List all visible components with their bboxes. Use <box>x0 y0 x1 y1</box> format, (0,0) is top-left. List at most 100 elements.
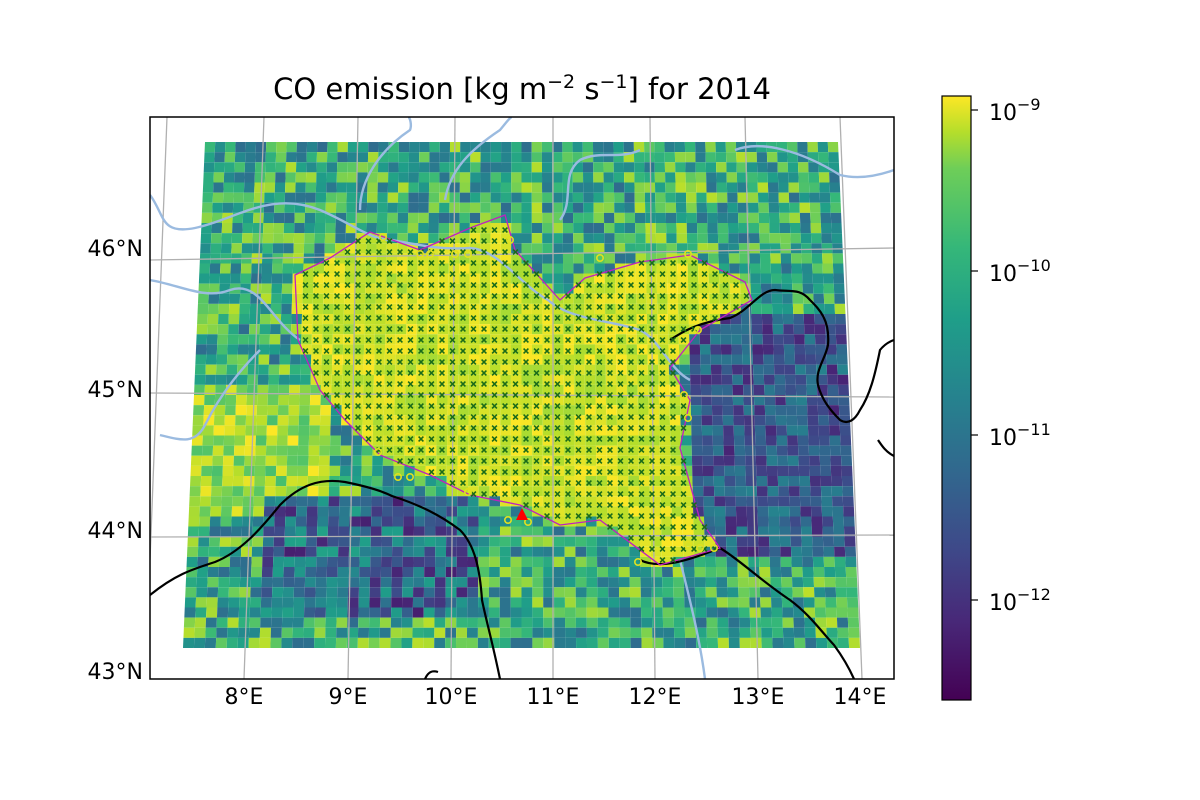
grid-cell <box>308 455 320 466</box>
grid-cell <box>511 303 522 315</box>
grid-cell <box>766 445 778 456</box>
region-marker <box>460 304 466 310</box>
grid-cell <box>357 627 370 638</box>
region-marker <box>575 480 582 486</box>
grid-cell <box>735 506 747 517</box>
grid-cell <box>604 233 615 244</box>
region-marker <box>460 458 466 464</box>
grid-cell <box>606 395 617 406</box>
grid-cell <box>680 435 692 446</box>
grid-cell <box>479 415 490 426</box>
grid-cell <box>252 222 264 234</box>
grid-cell <box>361 455 373 466</box>
grid-cell <box>782 293 793 304</box>
region-marker <box>502 315 508 321</box>
region-marker <box>649 513 655 519</box>
region-marker <box>607 381 613 387</box>
grid-cell <box>531 263 543 274</box>
grid-cell <box>388 172 399 183</box>
grid-cell <box>284 526 296 537</box>
grid-cell <box>324 637 337 648</box>
grid-cell <box>377 202 388 213</box>
grid-cell <box>434 587 446 598</box>
grid-cell <box>402 577 414 588</box>
grid-cell <box>243 486 255 497</box>
region-marker <box>607 337 613 343</box>
grid-cell <box>195 354 207 365</box>
region-marker <box>481 469 487 475</box>
grid-cell <box>275 486 287 497</box>
region-marker <box>376 381 382 387</box>
grid-cell <box>573 303 585 315</box>
grid-cell <box>808 172 820 183</box>
grid-cell <box>226 364 238 375</box>
grid-cell <box>694 577 706 588</box>
region-marker <box>491 337 498 343</box>
grid-cell <box>651 607 663 618</box>
grid-cell <box>770 273 782 284</box>
grid-cell <box>489 354 501 365</box>
region-marker <box>334 293 340 299</box>
grid-cell <box>222 465 234 476</box>
grid-cell <box>468 354 480 365</box>
grid-cell <box>531 293 543 304</box>
region-marker <box>659 513 666 519</box>
grid-cell <box>810 506 823 517</box>
grid-cell <box>328 486 340 497</box>
region-marker <box>670 535 676 541</box>
grid-cell <box>778 192 790 203</box>
grid-cell <box>707 233 719 244</box>
grid-cell <box>308 445 320 456</box>
region-marker <box>334 403 340 409</box>
grid-cell <box>724 496 736 507</box>
grid-cell <box>348 567 360 578</box>
grid-cell <box>689 334 700 345</box>
grid-cell <box>392 536 404 547</box>
grid-cell <box>292 263 304 274</box>
grid-cell <box>585 526 597 537</box>
grid-cell <box>585 496 597 507</box>
grid-cell <box>658 384 670 395</box>
grid-cell <box>833 536 845 547</box>
grid-cell <box>362 425 374 436</box>
grid-cell <box>359 536 371 547</box>
grid-cell <box>607 567 619 578</box>
region-marker <box>596 469 603 475</box>
region-marker <box>512 359 519 365</box>
grid-cell <box>532 425 543 436</box>
grid-cell <box>840 435 852 446</box>
grid-cell <box>649 455 661 466</box>
grid-cell <box>760 607 772 618</box>
grid-cell <box>192 415 204 426</box>
grid-cell <box>467 506 479 517</box>
grid-cell <box>800 526 813 537</box>
region-marker <box>607 425 613 431</box>
grid-cell <box>262 556 274 568</box>
grid-cell <box>288 415 300 426</box>
grid-cell <box>723 455 735 466</box>
grid-cell <box>794 354 806 365</box>
grid-cell <box>542 192 553 203</box>
grid-cell <box>634 192 646 203</box>
grid-cell <box>756 152 768 163</box>
grid-cell <box>728 617 740 628</box>
region-marker <box>376 359 382 365</box>
grid-cell <box>223 182 235 193</box>
grid-cell <box>685 192 697 203</box>
grid-cell <box>414 486 426 497</box>
grid-cell <box>275 475 287 487</box>
grid-cell <box>510 627 522 638</box>
region-marker <box>407 447 414 453</box>
grid-cell <box>365 273 376 284</box>
grid-cell <box>402 536 414 547</box>
grid-cell <box>282 597 294 608</box>
grid-cell <box>392 526 404 537</box>
region-marker <box>355 249 361 255</box>
region-marker <box>313 348 319 354</box>
grid-cell <box>304 233 315 244</box>
region-marker <box>502 370 508 376</box>
grid-cell <box>781 263 792 274</box>
grid-cell <box>606 415 617 426</box>
grid-cell <box>456 587 468 598</box>
grid-cell <box>456 607 468 618</box>
